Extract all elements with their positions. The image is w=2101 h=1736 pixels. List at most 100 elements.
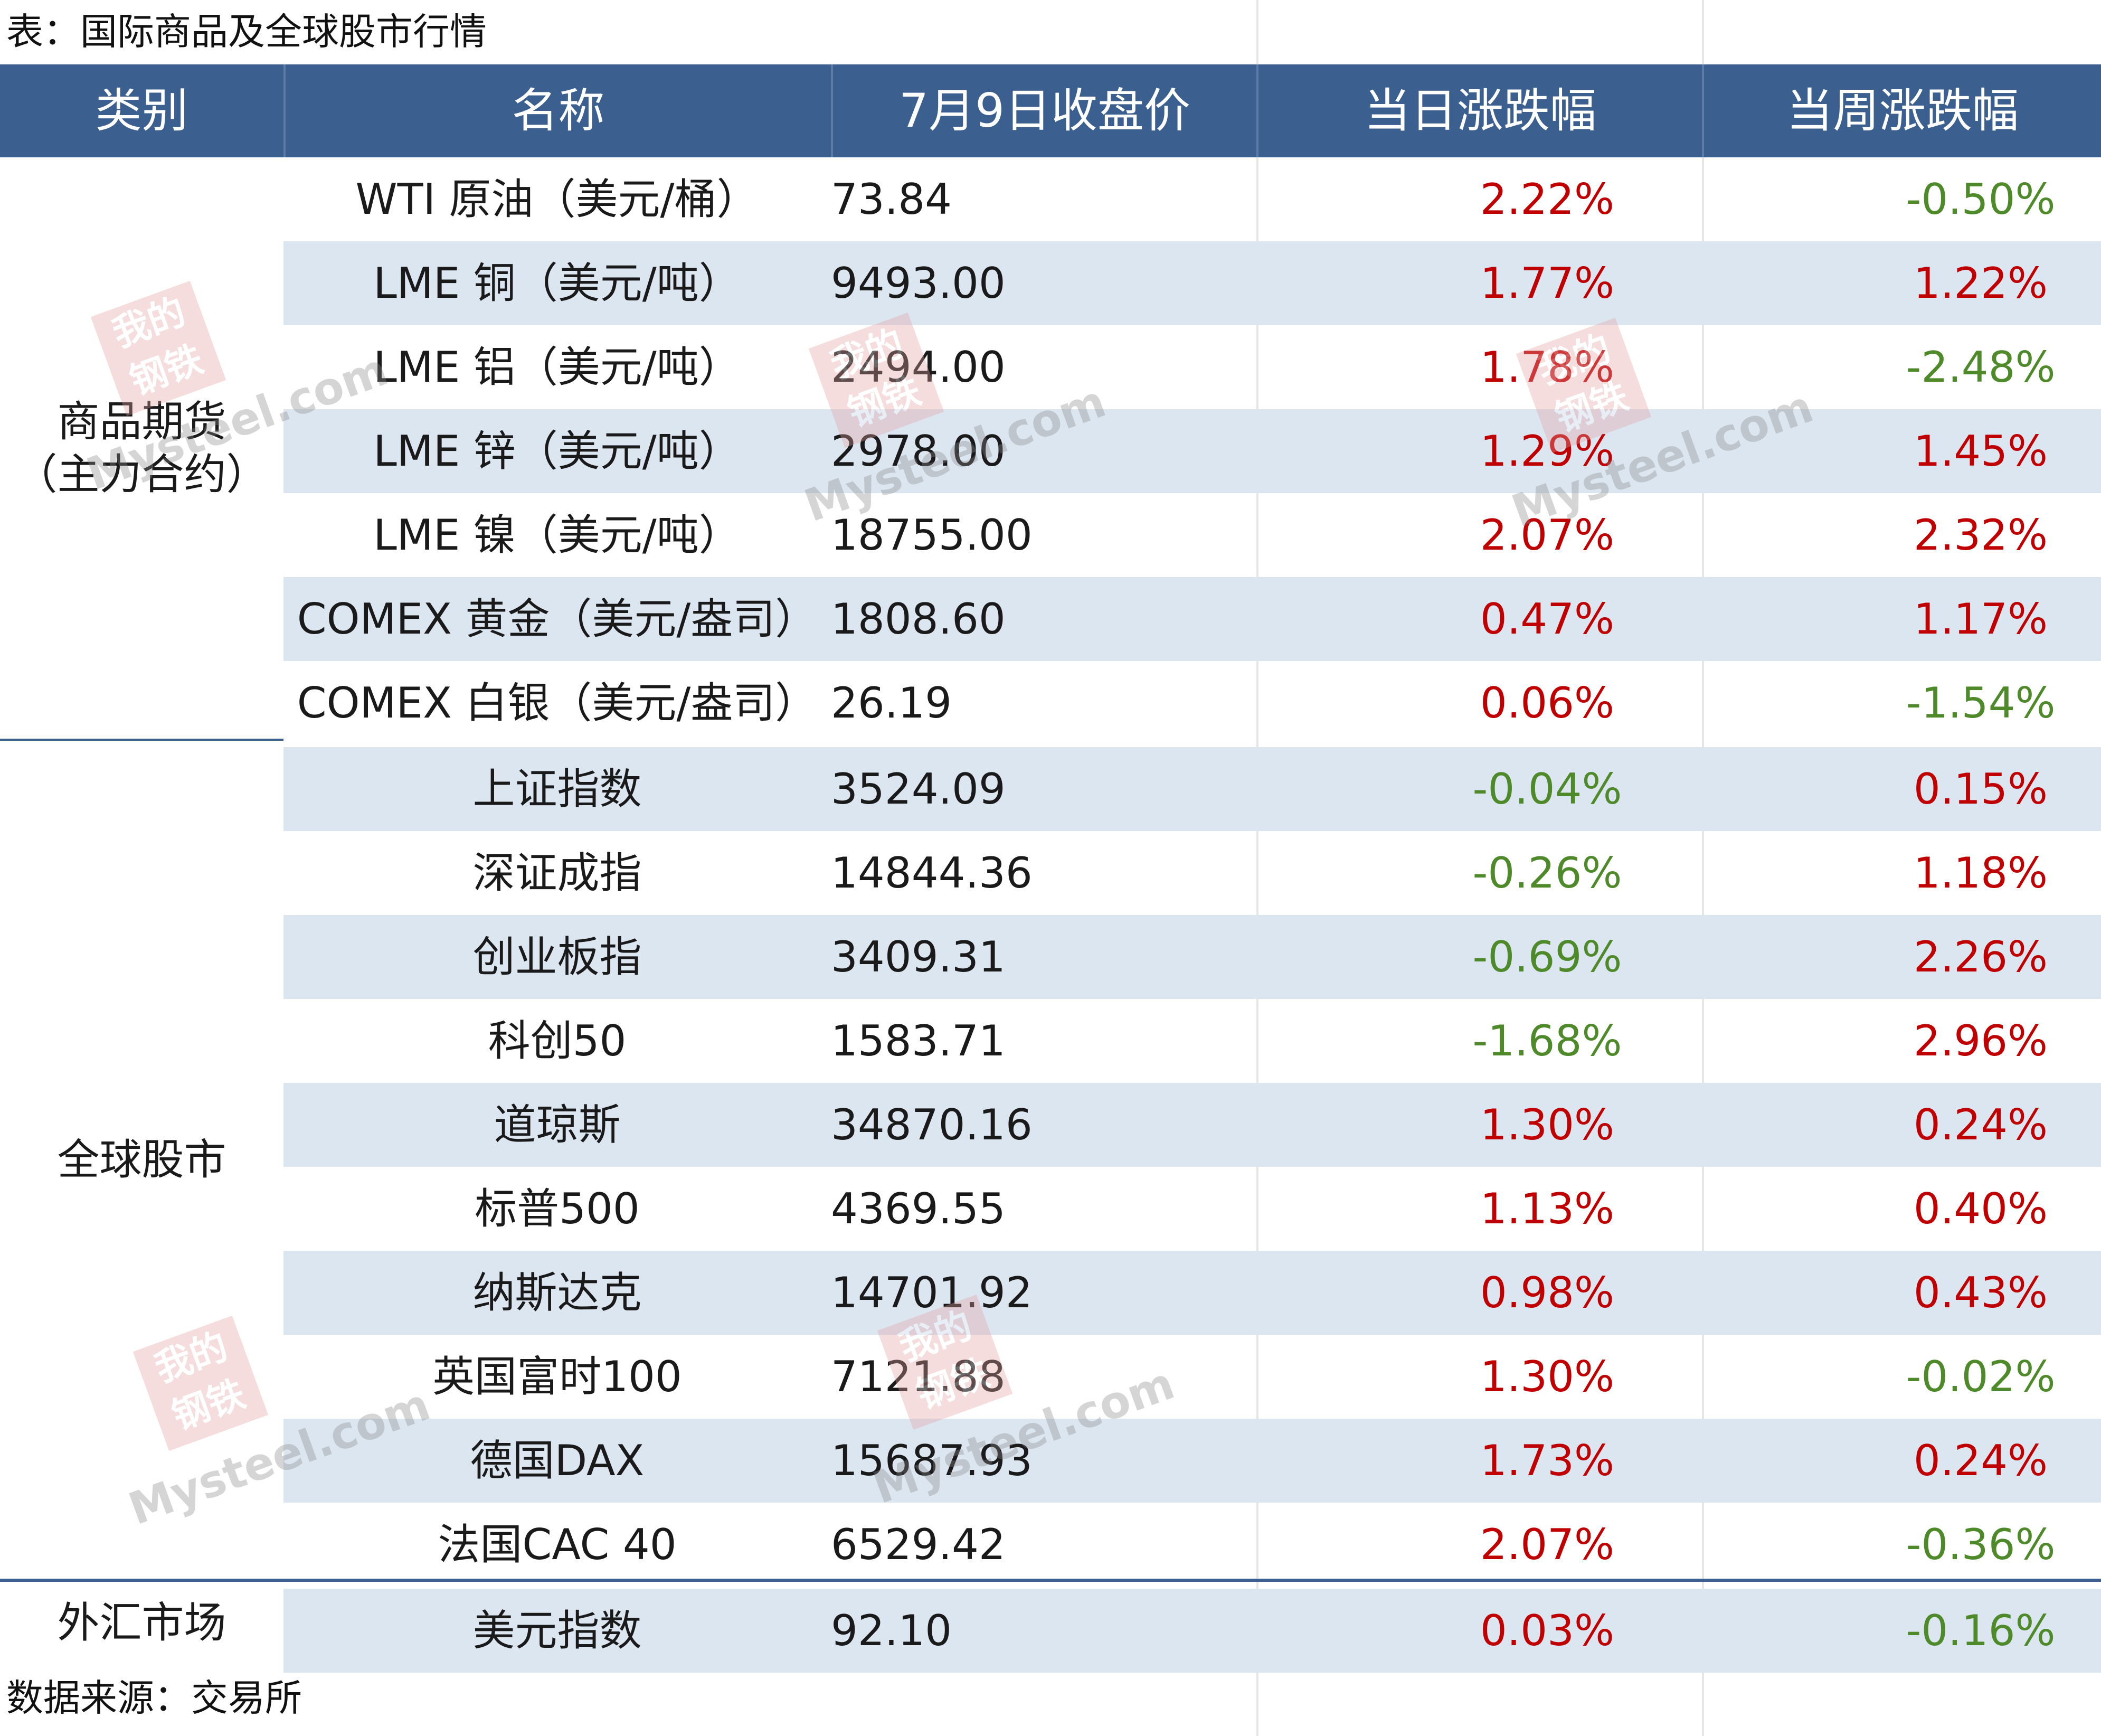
instrument-name: LME 锌（美元/吨）: [373, 427, 741, 476]
week-change: -0.16%: [1906, 1606, 2056, 1655]
instrument-name: LME 镍（美元/吨）: [373, 511, 741, 560]
header-divider: [1702, 64, 1704, 157]
close-price: 18755.00: [831, 511, 1033, 560]
day-change: 1.29%: [1480, 427, 1615, 476]
week-change: -0.50%: [1906, 175, 2056, 224]
close-price: 4369.55: [831, 1184, 1006, 1233]
instrument-name: 上证指数: [472, 765, 642, 814]
header-divider: [283, 64, 286, 157]
week-change: -0.36%: [1906, 1520, 2056, 1569]
instrument-name: 科创50: [488, 1016, 627, 1065]
table-row: WTI 原油（美元/桶） 73.84 2.22% -0.50%: [283, 157, 2101, 241]
close-price: 73.84: [831, 175, 952, 224]
table-row: 英国富时100 7121.88 1.30% -0.02%: [283, 1335, 2101, 1419]
close-price: 2978.00: [831, 427, 1006, 476]
day-change: 1.73%: [1480, 1436, 1615, 1485]
table-row: 法国CAC 40 6529.42 2.07% -0.36%: [283, 1503, 2101, 1587]
week-change: 0.40%: [1913, 1184, 2048, 1233]
instrument-name: WTI 原油（美元/桶）: [355, 175, 759, 224]
header-name: 名称: [512, 83, 605, 138]
day-change: 1.13%: [1480, 1184, 1615, 1233]
day-change: 0.98%: [1480, 1268, 1615, 1317]
week-change: 1.18%: [1913, 848, 2048, 898]
week-change: -1.54%: [1906, 678, 2056, 728]
instrument-name: COMEX 黄金（美元/盎司）: [297, 595, 818, 644]
header-divider: [1256, 64, 1258, 157]
instrument-name: 英国富时100: [432, 1352, 682, 1401]
table-row: 道琼斯 34870.16 1.30% 0.24%: [283, 1083, 2101, 1167]
day-change: 0.03%: [1480, 1606, 1615, 1655]
table-row: LME 铝（美元/吨） 2494.00 1.78% -2.48%: [283, 325, 2101, 409]
week-change: 0.15%: [1913, 765, 2048, 814]
category-fx-label: 外汇市场: [57, 1598, 226, 1647]
category-stocks: 全球股市: [0, 741, 283, 1579]
header-divider: [831, 64, 833, 157]
instrument-name: 德国DAX: [470, 1436, 645, 1485]
day-change: -0.26%: [1472, 848, 1622, 898]
close-price: 2494.00: [831, 343, 1006, 392]
instrument-name: 深证成指: [472, 848, 642, 898]
header-price: 7月9日收盘价: [899, 83, 1190, 138]
close-price: 14844.36: [831, 848, 1033, 898]
category-commodities: 商品期货 （主力合约）: [0, 157, 283, 739]
day-change: 1.30%: [1480, 1100, 1615, 1149]
day-change: 1.78%: [1480, 343, 1615, 392]
instrument-name: LME 铝（美元/吨）: [373, 343, 741, 392]
week-change: 1.45%: [1913, 427, 2048, 476]
category-commodities-line1: 商品期货: [57, 397, 226, 446]
table-row: LME 锌（美元/吨） 2978.00 1.29% 1.45%: [283, 409, 2101, 493]
table-row: 纳斯达克 14701.92 0.98% 0.43%: [283, 1251, 2101, 1335]
day-change: -0.04%: [1472, 765, 1622, 814]
table-row: 科创50 1583.71 -1.68% 2.96%: [283, 999, 2101, 1083]
table-row: 创业板指 3409.31 -0.69% 2.26%: [283, 915, 2101, 999]
day-change: 2.07%: [1480, 511, 1615, 560]
source-note: 数据来源：交易所: [6, 1676, 302, 1720]
table-row: LME 铜（美元/吨） 9493.00 1.77% 1.22%: [283, 241, 2101, 325]
day-change: 0.06%: [1480, 678, 1615, 728]
header-week-change: 当周涨跌幅: [1786, 83, 2019, 138]
close-price: 34870.16: [831, 1100, 1033, 1149]
week-change: 2.32%: [1913, 511, 2048, 560]
day-change: -1.68%: [1472, 1016, 1622, 1065]
table-row: COMEX 白银（美元/盎司） 26.19 0.06% -1.54%: [283, 661, 2101, 745]
category-fx: 外汇市场: [0, 1581, 283, 1665]
week-change: 1.22%: [1913, 259, 2048, 308]
instrument-name: 标普500: [475, 1184, 640, 1233]
week-change: 2.96%: [1913, 1016, 2048, 1065]
week-change: -2.48%: [1906, 343, 2056, 392]
close-price: 6529.42: [831, 1520, 1006, 1569]
close-price: 7121.88: [831, 1352, 1006, 1401]
instrument-name: 道琼斯: [494, 1100, 621, 1149]
table-row: COMEX 黄金（美元/盎司） 1808.60 0.47% 1.17%: [283, 577, 2101, 661]
day-change: -0.69%: [1472, 932, 1622, 982]
week-change: -0.02%: [1906, 1352, 2056, 1401]
close-price: 26.19: [831, 678, 952, 728]
instrument-name: LME 铜（美元/吨）: [373, 259, 741, 308]
close-price: 1583.71: [831, 1016, 1006, 1065]
day-change: 2.22%: [1480, 175, 1615, 224]
week-change: 0.24%: [1913, 1436, 2048, 1485]
table-bottom-border: [0, 1579, 2101, 1582]
day-change: 0.47%: [1480, 595, 1615, 644]
table-row: 德国DAX 15687.93 1.73% 0.24%: [283, 1419, 2101, 1503]
table-row: 标普500 4369.55 1.13% 0.40%: [283, 1167, 2101, 1251]
instrument-name: COMEX 白银（美元/盎司）: [297, 678, 818, 728]
table-row: 美元指数 92.10 0.03% -0.16%: [283, 1589, 2101, 1673]
table-caption: 表：国际商品及全球股市行情: [6, 10, 487, 53]
day-change: 2.07%: [1480, 1520, 1615, 1569]
instrument-name: 美元指数: [472, 1606, 642, 1655]
table-row: LME 镍（美元/吨） 18755.00 2.07% 2.32%: [283, 493, 2101, 577]
category-commodities-line2: （主力合约）: [15, 449, 269, 499]
week-change: 1.17%: [1913, 595, 2048, 644]
category-stocks-label: 全球股市: [57, 1135, 226, 1184]
close-price: 14701.92: [831, 1268, 1033, 1317]
table-row: 上证指数 3524.09 -0.04% 0.15%: [283, 747, 2101, 831]
instrument-name: 纳斯达克: [472, 1268, 642, 1317]
close-price: 3409.31: [831, 932, 1006, 982]
week-change: 2.26%: [1913, 932, 2048, 982]
table-row: 深证成指 14844.36 -0.26% 1.18%: [283, 831, 2101, 915]
instrument-name: 法国CAC 40: [438, 1520, 677, 1569]
close-price: 92.10: [831, 1606, 952, 1655]
week-change: 0.43%: [1913, 1268, 2048, 1317]
header-category: 类别: [95, 83, 188, 138]
